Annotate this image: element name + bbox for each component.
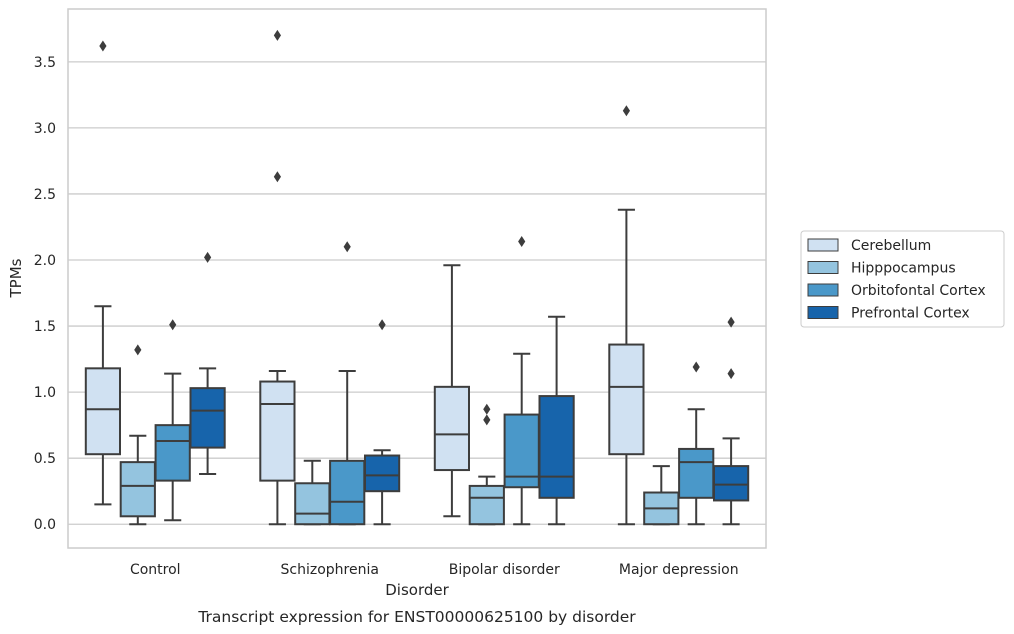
- box-prefrontal-cortex: [538, 315, 575, 526]
- outlier-point: [692, 361, 700, 373]
- x-axis-title: Disorder: [385, 581, 449, 599]
- box-cerebellum: [84, 40, 122, 506]
- outlier-point: [727, 316, 735, 328]
- box-cerebellum: [608, 105, 645, 526]
- box-iqr: [678, 447, 715, 499]
- y-tick-label: 2.0: [34, 253, 56, 269]
- legend-swatch: [807, 238, 839, 252]
- legend-label: Cerebellum: [851, 238, 931, 254]
- box-iqr: [154, 424, 191, 482]
- outlier-point: [273, 29, 281, 41]
- y-tick-label: 1.5: [34, 319, 56, 335]
- outlier-point: [169, 319, 177, 331]
- legend-swatch: [807, 283, 839, 297]
- box-iqr: [433, 385, 471, 472]
- box-orbitofontal-cortex: [678, 361, 715, 526]
- legend-swatch: [807, 261, 839, 274]
- legend-items: Cerebellum Hipppocampus Orbitofontal Corte…: [807, 238, 986, 322]
- y-tick-labels: 0.0 0.5 1.0 1.5 2.0 2.5 3.0 3.5: [34, 55, 56, 533]
- outlier-point: [622, 105, 630, 117]
- box-orbitofontal-cortex: [329, 241, 366, 526]
- box-prefrontal-cortex: [363, 319, 401, 526]
- box-iqr: [119, 461, 156, 518]
- x-tick-label: Control: [130, 562, 181, 578]
- box-iqr: [189, 387, 226, 449]
- outlier-point: [134, 344, 142, 356]
- box-iqr: [712, 465, 750, 502]
- outlier-point: [343, 241, 351, 253]
- outlier-point: [378, 319, 386, 331]
- box-iqr: [538, 395, 575, 499]
- x-tick-label: Schizophrenia: [281, 562, 379, 578]
- box-iqr: [294, 482, 331, 526]
- y-tick-label: 1.0: [34, 385, 56, 401]
- chart-caption: Transcript expression for ENST0000062510…: [197, 608, 636, 626]
- box-iqr: [363, 454, 401, 493]
- box-prefrontal-cortex: [189, 251, 226, 476]
- outlier-point: [518, 236, 526, 248]
- box-hipppocampus: [119, 344, 156, 526]
- y-tick-label: 2.5: [34, 187, 56, 203]
- y-tick-label: 0.5: [34, 451, 56, 467]
- box-orbitofontal-cortex: [503, 236, 540, 526]
- box-iqr: [468, 484, 505, 526]
- box-iqr: [608, 343, 645, 456]
- box-iqr: [329, 459, 366, 526]
- outlier-point: [273, 171, 281, 183]
- y-tick-label: 0.0: [34, 517, 56, 533]
- y-tick-label: 3.5: [34, 55, 56, 71]
- outlier-point: [483, 403, 491, 415]
- outlier-point: [483, 414, 491, 426]
- x-tick-label: Bipolar disorder: [449, 562, 560, 578]
- box-hipppocampus: [643, 465, 680, 526]
- box-hipppocampus: [294, 459, 331, 526]
- box-orbitofontal-cortex: [154, 319, 191, 522]
- box-iqr: [259, 380, 296, 482]
- box-cerebellum: [259, 29, 296, 526]
- outlier-point: [99, 40, 107, 52]
- box-prefrontal-cortex: [712, 316, 750, 526]
- legend-label: Hipppocampus: [851, 261, 956, 277]
- box-cerebellum: [433, 264, 471, 518]
- x-tick-label: Major depression: [619, 562, 739, 578]
- legend-label: Orbitofontal Cortex: [851, 283, 986, 299]
- box-hipppocampus: [468, 403, 505, 526]
- legend-frame: [800, 230, 1005, 328]
- plot-frame: [67, 8, 767, 549]
- outlier-point: [204, 251, 212, 263]
- legend-label: Prefrontal Cortex: [851, 306, 970, 322]
- y-tick-label: 3.0: [34, 121, 56, 137]
- x-tick-labels: Control Schizophrenia Bipolar disorder Majo…: [130, 562, 739, 578]
- box-iqr: [503, 413, 540, 489]
- legend-swatch: [807, 306, 839, 319]
- outlier-point: [727, 368, 735, 380]
- box-plot-area: [84, 29, 750, 526]
- legend: Cerebellum Hipppocampus Orbitofontal Corte…: [800, 230, 1005, 328]
- box-iqr: [84, 367, 122, 456]
- y-axis-title: TPMs: [7, 258, 25, 298]
